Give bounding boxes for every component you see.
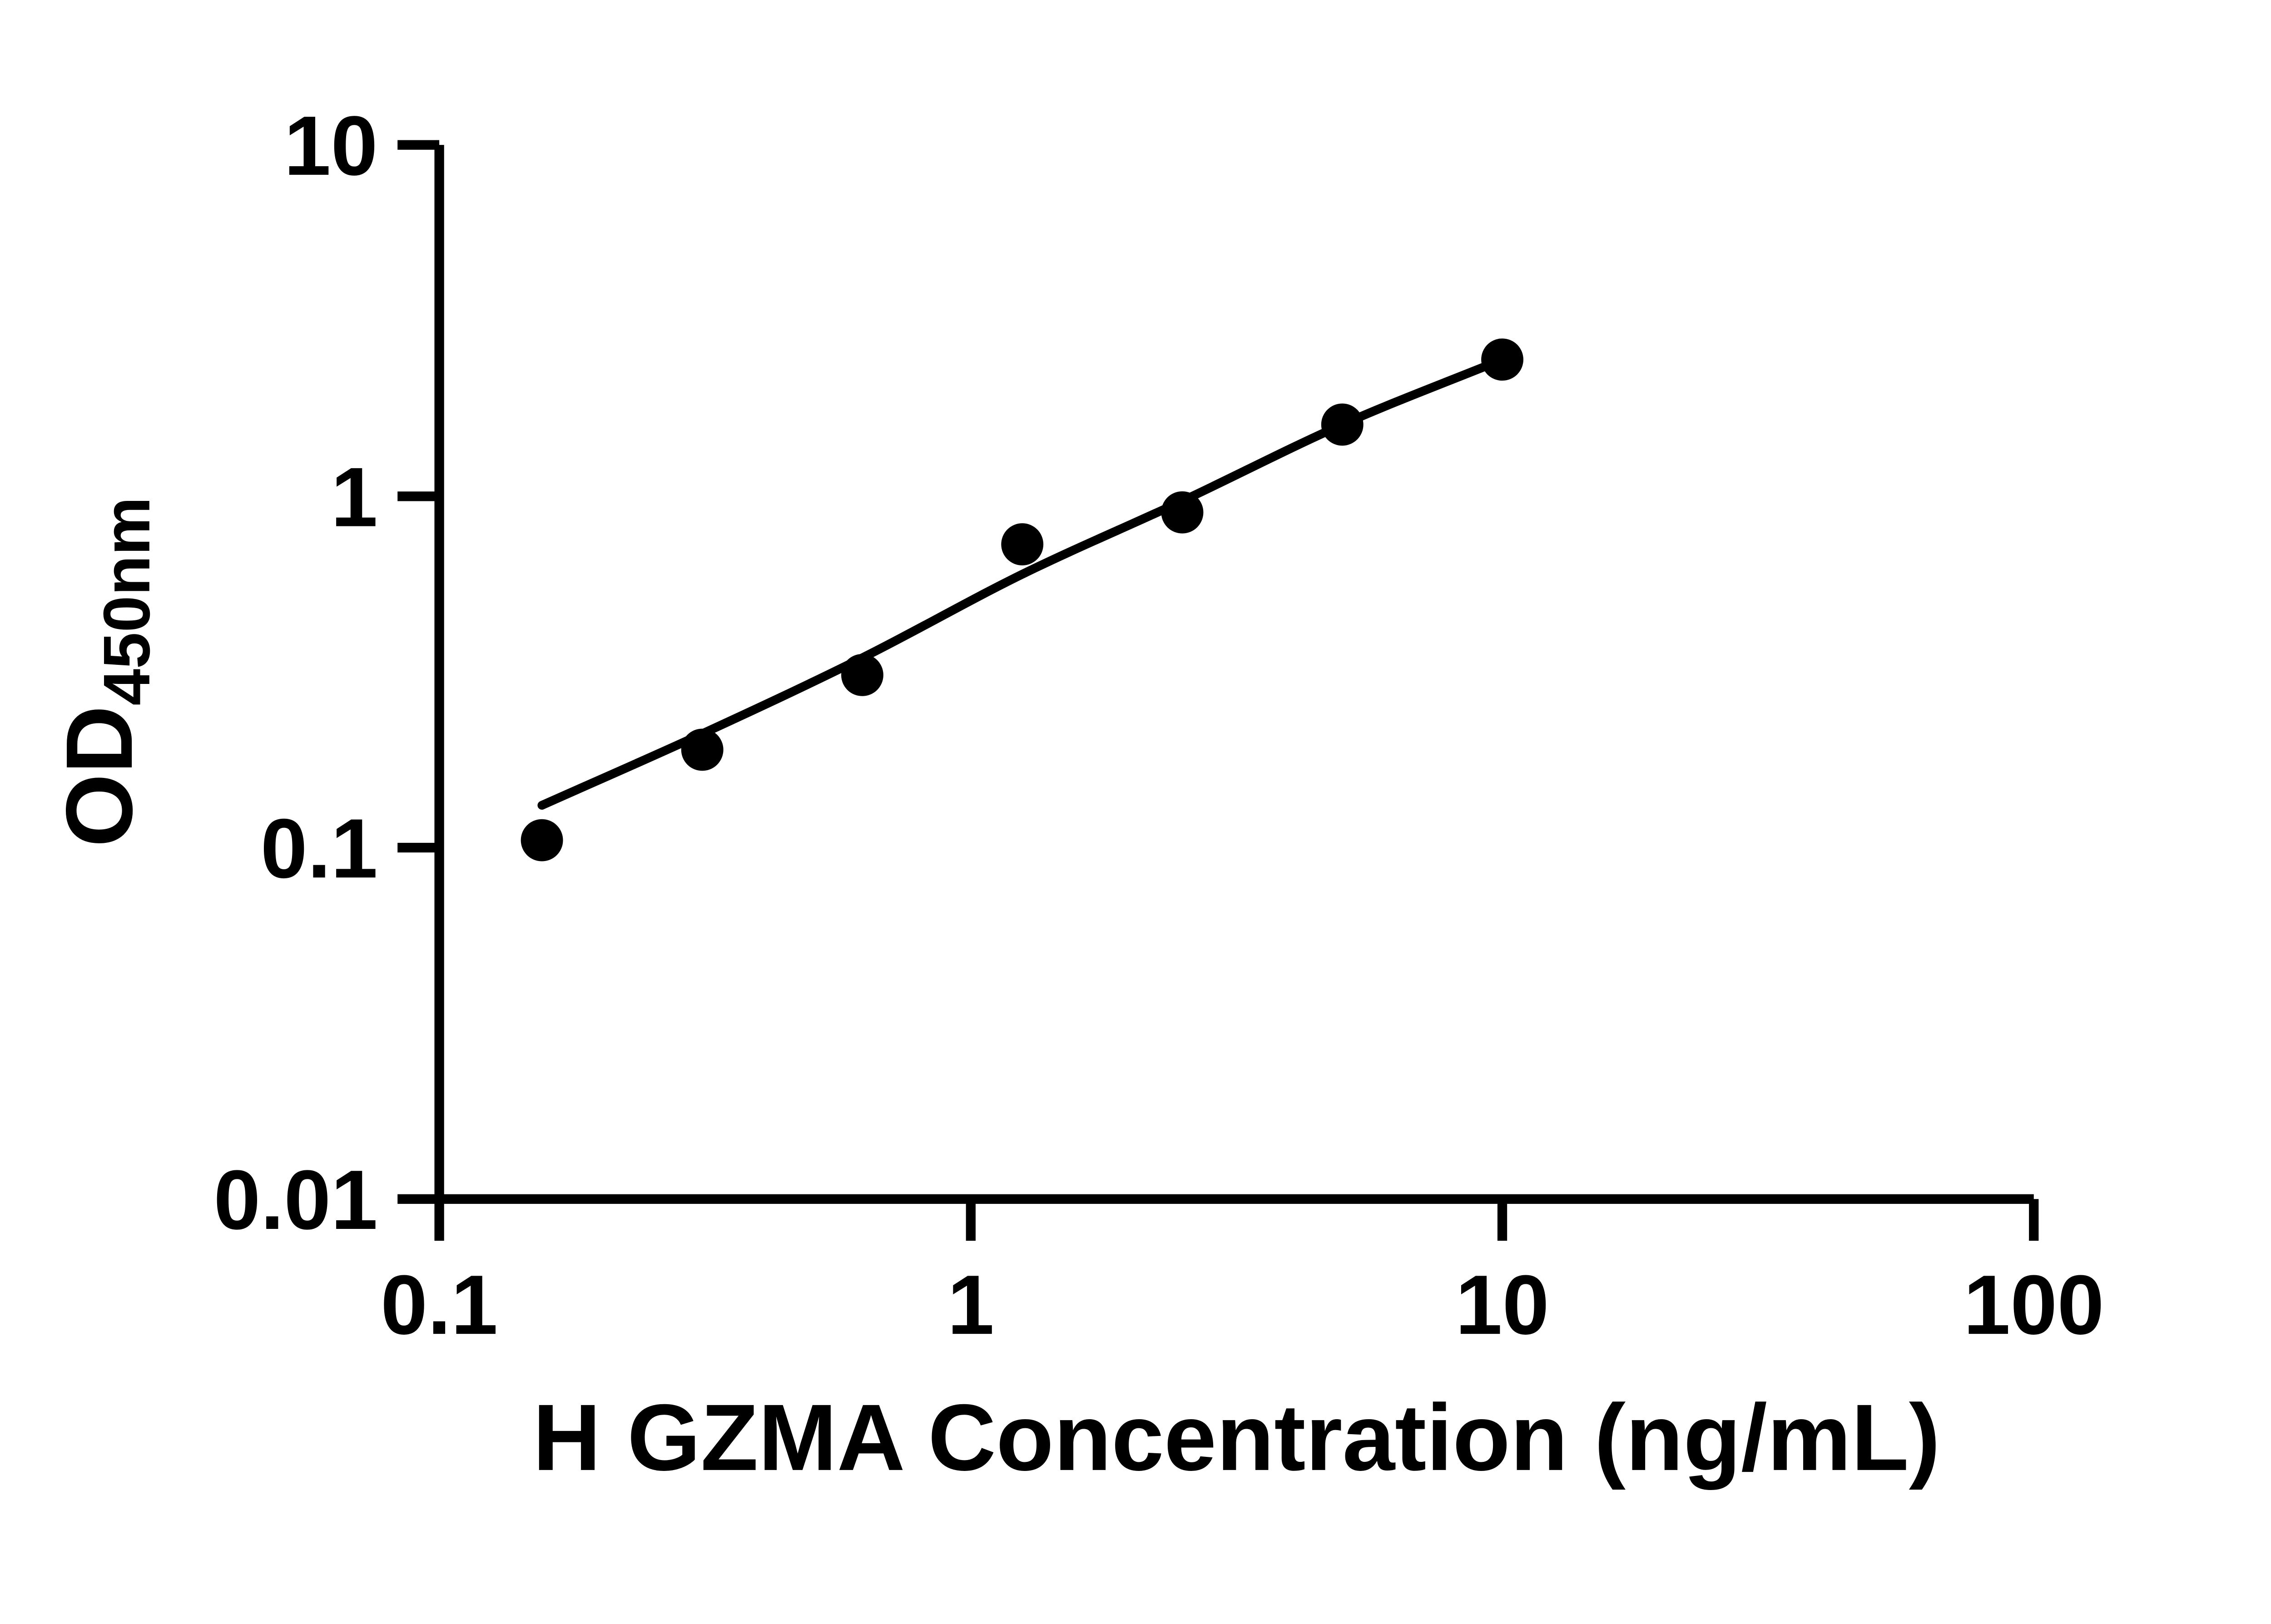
data-point-marker — [841, 654, 883, 696]
y-axis-ticks — [397, 140, 440, 1204]
data-point-marker — [1321, 403, 1364, 446]
data-point-marker — [521, 819, 563, 862]
x-axis-ticks — [434, 1199, 2039, 1241]
x-axis-tick-labels: 0.1 1 10 100 — [381, 1258, 2104, 1352]
y-axis-title-subscript: 450nm — [90, 497, 164, 706]
y-axis-tick-labels: 10 1 0.1 0.01 — [213, 99, 377, 1247]
y-axis-title-main: OD — [47, 706, 152, 847]
y-tick-label: 1 — [331, 451, 377, 545]
y-tick-label: 10 — [284, 99, 378, 193]
axes — [434, 145, 2034, 1204]
x-tick-label: 100 — [1964, 1258, 2104, 1352]
y-tick-label: 0.01 — [213, 1153, 377, 1247]
y-axis-title: OD450nm — [47, 497, 164, 847]
data-points — [521, 338, 1523, 862]
data-point-marker — [1001, 523, 1044, 566]
x-tick-label: 0.1 — [381, 1258, 498, 1352]
x-tick-label: 1 — [947, 1258, 994, 1352]
chart-background — [0, 0, 2271, 1570]
elisa-standard-curve-figure: 0.1 1 10 100 10 1 0.1 0.01 H GZMA Concentratio… — [0, 0, 2271, 1570]
data-point-marker — [1481, 338, 1523, 381]
data-point-marker — [1161, 491, 1204, 534]
y-tick-label: 0.1 — [261, 802, 378, 896]
data-point-marker — [681, 728, 724, 771]
x-axis-title: H GZMA Concentration (ng/mL) — [533, 1385, 1940, 1490]
x-tick-label: 10 — [1455, 1258, 1549, 1352]
